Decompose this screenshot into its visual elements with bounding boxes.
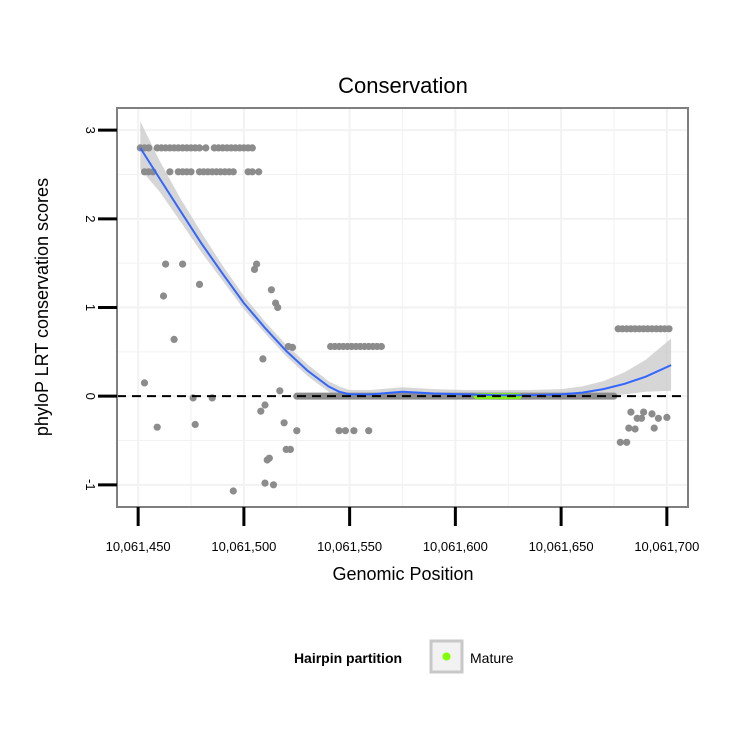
data-point bbox=[654, 414, 663, 422]
data-point bbox=[248, 144, 256, 152]
data-point bbox=[253, 260, 261, 268]
data-point bbox=[229, 168, 237, 176]
data-point bbox=[179, 260, 187, 268]
data-point bbox=[637, 414, 646, 422]
data-point bbox=[640, 408, 648, 416]
legend-title: Hairpin partition bbox=[294, 650, 402, 666]
data-point bbox=[627, 408, 635, 416]
x-tick-label: 10,061,650 bbox=[529, 539, 594, 554]
x-axis-label: Genomic Position bbox=[332, 564, 473, 584]
x-tick-label: 10,061,700 bbox=[634, 539, 699, 554]
data-point bbox=[255, 168, 263, 176]
data-point bbox=[286, 445, 294, 453]
data-point bbox=[265, 454, 273, 462]
y-tick-label: 3 bbox=[83, 127, 98, 134]
data-point bbox=[153, 423, 161, 431]
smooth-line-layer bbox=[139, 147, 672, 397]
data-point bbox=[257, 407, 265, 415]
data-point bbox=[159, 292, 168, 300]
chart-title: Conservation bbox=[338, 73, 468, 98]
legend-key-mature-point bbox=[442, 652, 451, 661]
data-point bbox=[166, 168, 174, 176]
data-point bbox=[365, 427, 373, 435]
y-axis: -1 0 1 2 3 bbox=[83, 127, 117, 491]
data-point bbox=[280, 419, 288, 427]
data-point bbox=[276, 387, 284, 395]
data-point bbox=[631, 425, 639, 433]
data-point bbox=[335, 427, 343, 435]
data-point bbox=[625, 424, 633, 432]
data-point bbox=[650, 424, 658, 432]
y-tick-label: 1 bbox=[83, 304, 98, 311]
data-point bbox=[162, 260, 170, 268]
legend: Hairpin partition Mature bbox=[294, 639, 514, 674]
data-point bbox=[267, 286, 275, 294]
points-layer bbox=[136, 144, 673, 495]
x-tick-label: 10,061,450 bbox=[106, 539, 171, 554]
y-tick-label: 0 bbox=[83, 393, 98, 400]
y-tick-label: -1 bbox=[83, 479, 98, 491]
legend-entry-mature-label: Mature bbox=[470, 650, 514, 666]
data-point bbox=[663, 413, 671, 421]
data-point bbox=[202, 144, 210, 152]
data-point bbox=[170, 335, 178, 343]
data-point bbox=[191, 420, 199, 429]
data-point bbox=[261, 479, 269, 487]
data-point bbox=[261, 401, 269, 409]
data-point bbox=[623, 438, 631, 446]
y-axis-label: phyloP LRT conservation scores bbox=[32, 178, 52, 436]
data-point bbox=[195, 280, 204, 288]
data-point bbox=[350, 427, 358, 435]
data-point bbox=[140, 379, 149, 387]
y-tick-label: 2 bbox=[83, 215, 98, 222]
data-point bbox=[341, 427, 349, 435]
data-point bbox=[187, 168, 195, 176]
data-point bbox=[616, 438, 624, 446]
data-point bbox=[195, 144, 204, 152]
data-point bbox=[145, 144, 153, 152]
x-tick-label: 10,061,550 bbox=[317, 539, 382, 554]
data-point bbox=[248, 168, 256, 176]
loess-fit-line bbox=[139, 147, 672, 397]
data-point bbox=[288, 343, 297, 351]
data-point bbox=[293, 427, 301, 435]
x-tick-label: 10,061,500 bbox=[211, 539, 276, 554]
data-point bbox=[269, 481, 278, 489]
x-tick-label: 10,061,600 bbox=[423, 539, 488, 554]
data-point bbox=[648, 410, 656, 418]
data-point bbox=[274, 303, 282, 312]
data-point bbox=[259, 355, 267, 363]
x-axis: 10,061,450 10,061,500 10,061,550 10,061,600… bbox=[106, 507, 699, 554]
data-point bbox=[377, 342, 385, 351]
data-point bbox=[665, 325, 673, 333]
data-point bbox=[229, 487, 237, 495]
